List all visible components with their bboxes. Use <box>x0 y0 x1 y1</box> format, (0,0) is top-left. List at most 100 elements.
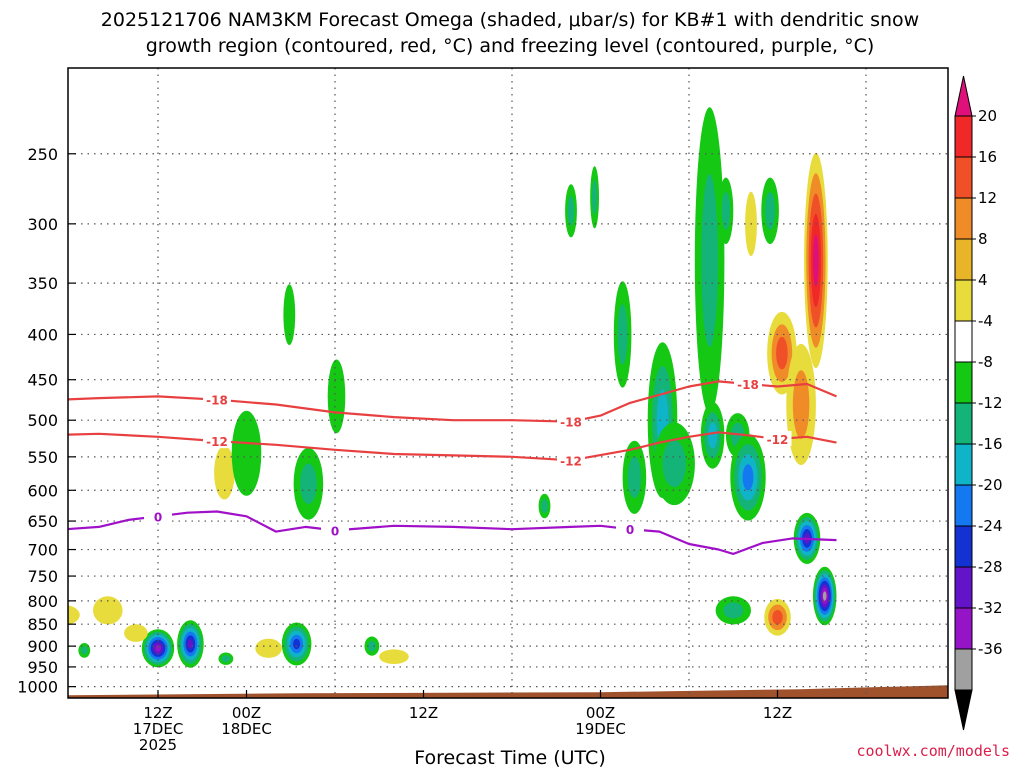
colorbar-segment <box>954 156 973 199</box>
colorbar-segment <box>954 320 973 363</box>
omega-shading <box>68 107 837 668</box>
y-tick-label: 700 <box>27 541 58 560</box>
colorbar-segment <box>954 566 973 609</box>
x-axis-label: Forecast Time (UTC) <box>414 747 605 768</box>
omega-shade-level <box>367 640 377 652</box>
omega-shade-level <box>293 638 301 650</box>
omega-region <box>283 284 296 346</box>
contour-label-bg <box>763 430 792 446</box>
contour-label-bg <box>734 375 762 391</box>
chart-title-line1: 2025121706 NAM3KM Forecast Omega (shaded… <box>101 9 919 31</box>
omega-shade-level <box>300 463 317 505</box>
contour-label: 0 <box>331 524 339 538</box>
omega-shade-level <box>662 440 686 488</box>
omega-region <box>214 445 235 500</box>
x-tick-label: 18DEC <box>221 720 272 738</box>
x-tick-label: 12Z <box>763 704 792 722</box>
colorbar-label: -4 <box>978 312 993 330</box>
omega-region <box>281 622 312 666</box>
omega-region <box>700 402 725 469</box>
colorbar-label: -24 <box>978 517 1003 535</box>
omega-shade-level <box>283 284 296 346</box>
y-tick-label: 750 <box>27 567 58 586</box>
omega-shade-level <box>567 195 575 226</box>
colorbar-segment <box>954 115 973 158</box>
contour-label: -18 <box>206 394 228 408</box>
omega-shade-level <box>68 605 80 625</box>
omega-shade-level <box>379 649 409 664</box>
omega-region <box>622 440 647 514</box>
omega-region <box>653 422 695 506</box>
colorbar-label: -12 <box>978 394 1003 412</box>
colorbar-label: 4 <box>978 271 988 289</box>
x-tick-label: 17DEC <box>133 720 184 738</box>
omega-region <box>68 605 80 625</box>
contour-label: -12 <box>767 433 789 447</box>
omega-shade-level <box>772 610 783 625</box>
contour-label-bg <box>557 452 585 468</box>
y-tick-label: 900 <box>27 637 58 656</box>
y-tick-label: 250 <box>27 145 58 164</box>
omega-region <box>694 107 725 414</box>
y-tick-label: 950 <box>27 658 58 677</box>
contour-label: 0 <box>154 510 162 524</box>
omega-shade-level <box>592 179 598 215</box>
omega-shade-level <box>813 234 819 287</box>
omega-region <box>590 166 599 229</box>
omega-region <box>141 629 175 668</box>
contour-label-bg <box>616 521 644 537</box>
omega-shade-level <box>231 410 262 496</box>
omega-shade-level <box>701 173 718 348</box>
omega-region <box>327 359 346 434</box>
omega-region <box>730 434 766 521</box>
omega-shade-level <box>742 464 754 491</box>
colorbar-label: -36 <box>978 640 1003 658</box>
x-tick-label: 2025 <box>139 736 177 754</box>
omega-region <box>715 596 751 625</box>
y-tick-label: 350 <box>27 274 58 293</box>
colorbar-segment <box>954 238 973 281</box>
omega-region <box>786 343 816 466</box>
omega-region <box>78 643 91 658</box>
omega-region <box>364 636 380 656</box>
contour-label: 0 <box>626 523 634 537</box>
y-tick-label: 600 <box>27 481 58 500</box>
omega-region <box>124 624 148 642</box>
contour-label-bg <box>203 433 231 449</box>
omega-region <box>93 596 123 625</box>
x-tick-label: 12Z <box>409 704 438 722</box>
y-tick-label: 400 <box>27 325 58 344</box>
x-tick-label: 00Z <box>586 704 615 722</box>
colorbar-segment <box>954 279 973 322</box>
contour-line-0 <box>68 510 837 555</box>
omega-shade-level <box>221 655 231 663</box>
colorbar-segment <box>954 443 973 486</box>
y-tick-label: 300 <box>27 215 58 234</box>
omega-shade-level <box>617 304 628 365</box>
omega-region <box>718 177 734 244</box>
omega-region <box>538 493 551 519</box>
source-credit: coolwx.com/models <box>856 742 1010 760</box>
y-tick-label: 850 <box>27 615 58 634</box>
omega-region <box>255 638 282 658</box>
omega-region <box>613 281 632 388</box>
y-tick-label: 450 <box>27 371 58 390</box>
chart-title-line2: growth region (contoured, red, °C) and f… <box>146 35 875 57</box>
omega-shade-level <box>541 499 548 513</box>
omega-region <box>764 598 791 636</box>
x-tick-label: 19DEC <box>575 720 626 738</box>
plot-frame <box>67 67 949 699</box>
omega-region <box>379 649 409 664</box>
omega-shade-level <box>627 456 642 498</box>
omega-shade-level <box>822 591 827 601</box>
omega-shade-level <box>93 596 123 625</box>
colorbar-label: 16 <box>978 148 997 166</box>
colorbar-segment <box>954 402 973 445</box>
omega-region <box>804 152 828 369</box>
omega-region <box>218 652 234 665</box>
omega-region <box>812 566 837 626</box>
y-tick-label: 500 <box>27 411 58 430</box>
colorbar-label: -28 <box>978 558 1003 576</box>
colorbar-segment <box>954 648 973 691</box>
omega-shade-level <box>81 646 88 655</box>
